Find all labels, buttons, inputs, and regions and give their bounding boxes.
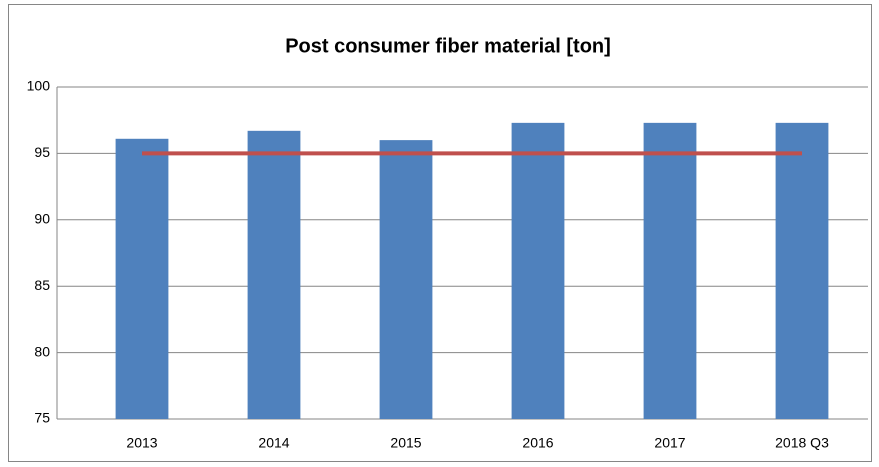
x-tick-label: 2018 Q3 <box>775 435 829 451</box>
x-tick-label: 2017 <box>654 435 685 451</box>
x-tick-label: 2013 <box>126 435 157 451</box>
bar <box>643 122 697 419</box>
x-tick-label: 2014 <box>258 435 289 451</box>
chart-title: Post consumer fiber material [ton] <box>285 35 611 57</box>
y-tick-label: 90 <box>34 211 50 227</box>
bar <box>247 130 301 419</box>
y-tick-label: 85 <box>34 277 50 293</box>
y-tick-label: 75 <box>34 410 50 426</box>
bar <box>379 140 433 419</box>
bar <box>511 122 565 419</box>
y-tick-label: 100 <box>27 78 51 94</box>
x-tick-label: 2016 <box>522 435 553 451</box>
bar <box>115 138 169 420</box>
bar <box>775 122 829 419</box>
y-tick-label: 95 <box>34 144 50 160</box>
y-tick-label: 80 <box>34 343 50 359</box>
x-tick-label: 2015 <box>390 435 421 451</box>
